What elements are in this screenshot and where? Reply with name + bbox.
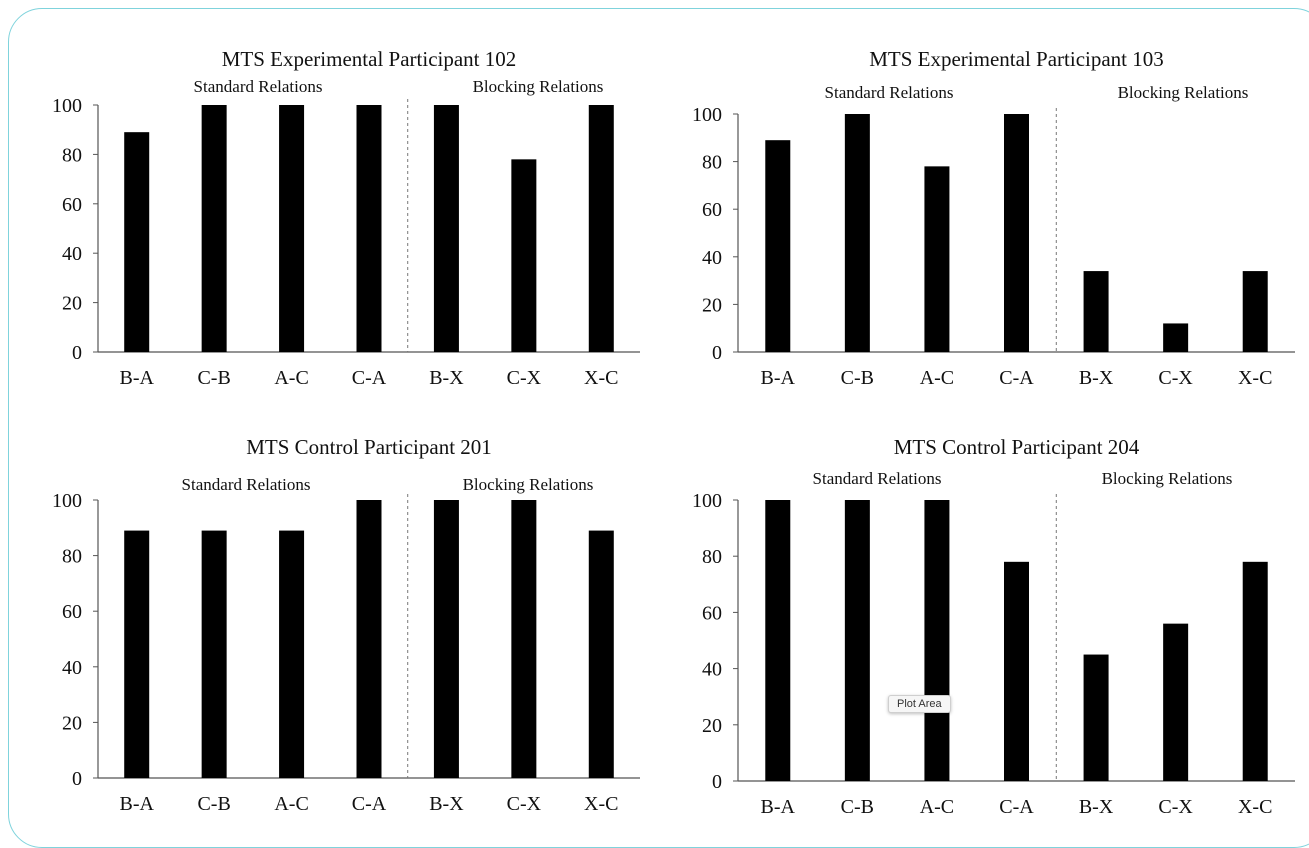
group-label-standard: Standard Relations [813,469,942,488]
x-tick-label: B-X [1079,796,1114,818]
x-tick-label: A-C [920,367,954,389]
bar-a-c[interactable] [924,500,950,781]
bar-c-a[interactable] [1004,114,1029,352]
x-tick-label: C-A [999,367,1034,389]
plot-area-tooltip: Plot Area [888,695,951,713]
group-label-standard: Standard Relations [825,83,954,102]
bar-c-x[interactable] [1163,623,1189,781]
bar-c-a[interactable] [356,500,382,778]
y-tick-label: 40 [702,247,722,269]
bar-b-a[interactable] [124,132,150,352]
x-tick-label: C-X [1158,796,1193,818]
y-tick-label: 80 [62,546,82,568]
x-tick-label: X-C [1238,796,1272,818]
y-tick-label: 100 [692,490,722,512]
x-tick-label: X-C [1238,367,1272,389]
y-tick-label: 80 [702,152,722,174]
group-label-blocking: Blocking Relations [1102,469,1233,488]
x-tick-label: B-X [1079,367,1114,389]
y-tick-label: 0 [72,342,82,364]
group-label-blocking: Blocking Relations [1118,83,1249,102]
y-tick-label: 100 [52,95,82,117]
bar-b-a[interactable] [765,140,791,352]
bar-x-c[interactable] [588,105,614,352]
bar-b-x[interactable] [1083,654,1109,781]
group-label-blocking: Blocking Relations [473,77,604,96]
bar-b-x[interactable] [433,500,459,778]
bar-c-b[interactable] [844,114,870,352]
x-tick-label: B-A [761,367,796,389]
bar-c-b[interactable] [201,105,227,352]
bar-b-x[interactable] [1083,271,1109,352]
bar-b-a[interactable] [124,530,150,778]
x-tick-label: B-A [119,367,154,389]
x-tick-label: C-B [841,367,874,389]
chart-participant-103[interactable]: MTS Experimental Participant 103 Standard… [655,42,1295,402]
y-tick-label: 0 [712,771,722,793]
x-tick-label: C-A [999,796,1034,818]
y-tick-label: 100 [692,104,722,126]
x-tick-label: B-A [119,793,154,815]
y-tick-label: 60 [62,601,82,623]
x-tick-label: A-C [920,796,954,818]
x-tick-label: C-A [352,367,387,389]
bar-x-c[interactable] [1242,271,1268,352]
bar-a-c[interactable] [924,166,950,352]
bar-a-c[interactable] [279,530,305,778]
group-label-blocking: Blocking Relations [463,475,594,494]
bar-c-b[interactable] [844,500,870,781]
chart-participant-204[interactable]: MTS Control Participant 204 Standard Rela… [655,432,1295,818]
y-tick-label: 0 [712,342,722,364]
chart-title: MTS Control Participant 201 [246,435,492,459]
bar-c-a[interactable] [1004,561,1029,781]
y-tick-label: 80 [702,546,722,568]
y-tick-label: 60 [702,199,722,221]
bar-c-x[interactable] [1163,323,1189,352]
y-tick-label: 20 [702,715,722,737]
chart-title: MTS Experimental Participant 103 [869,47,1164,71]
x-tick-label: A-C [274,793,308,815]
x-tick-label: C-B [197,793,230,815]
y-tick-label: 60 [702,602,722,624]
x-tick-label: B-X [429,367,464,389]
x-tick-label: C-A [352,793,387,815]
x-tick-label: C-B [197,367,230,389]
bar-a-c[interactable] [279,105,305,352]
chart-participant-102[interactable]: MTS Experimental Participant 102 Standard… [10,42,650,402]
bar-c-b[interactable] [201,530,227,778]
x-tick-label: X-C [584,793,618,815]
x-tick-label: C-X [507,793,542,815]
y-tick-label: 20 [702,294,722,316]
group-label-standard: Standard Relations [194,77,323,96]
bar-x-c[interactable] [1242,561,1268,781]
y-tick-label: 40 [702,659,722,681]
y-tick-label: 80 [62,144,82,166]
bar-x-c[interactable] [588,530,614,778]
y-tick-label: 20 [62,712,82,734]
y-tick-label: 100 [52,490,82,512]
y-tick-label: 0 [72,768,82,790]
x-tick-label: C-X [507,367,542,389]
y-tick-label: 20 [62,293,82,315]
chart-participant-201[interactable]: MTS Control Participant 201 Standard Rela… [10,432,650,817]
x-tick-label: C-X [1158,367,1193,389]
group-label-standard: Standard Relations [182,475,311,494]
bar-c-x[interactable] [511,500,537,778]
x-tick-label: C-B [841,796,874,818]
bar-c-a[interactable] [356,105,382,352]
y-tick-label: 40 [62,243,82,265]
bar-b-x[interactable] [433,105,459,352]
bar-c-x[interactable] [511,159,537,352]
bar-b-a[interactable] [765,500,791,781]
y-tick-label: 40 [62,657,82,679]
x-tick-label: X-C [584,367,618,389]
x-tick-label: A-C [274,367,308,389]
x-tick-label: B-A [761,796,796,818]
y-tick-label: 60 [62,194,82,216]
chart-title: MTS Experimental Participant 102 [222,47,517,71]
x-tick-label: B-X [429,793,464,815]
chart-title: MTS Control Participant 204 [894,435,1140,459]
